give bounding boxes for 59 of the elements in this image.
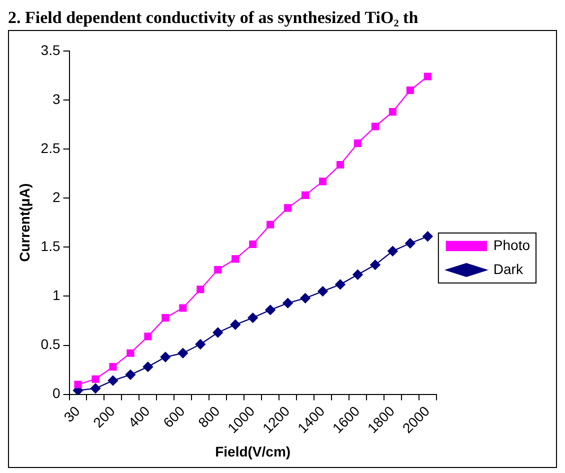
point xyxy=(354,139,362,147)
point xyxy=(212,327,223,338)
point xyxy=(125,370,136,380)
point xyxy=(422,231,433,242)
point xyxy=(92,375,100,383)
point xyxy=(284,204,292,212)
point xyxy=(214,266,222,274)
point xyxy=(178,348,188,358)
y-tick-label: 2 xyxy=(52,188,60,205)
point xyxy=(162,314,170,322)
x-tick-label: 600 xyxy=(160,402,188,431)
point xyxy=(335,279,346,290)
legend-label: Photo xyxy=(493,236,530,253)
x-tick-label: 400 xyxy=(124,402,153,431)
point xyxy=(74,380,82,388)
chart-title: 2. Field dependent conductivity of as synthesized TiO₂ th xyxy=(8,8,420,29)
point xyxy=(126,349,134,357)
x-tick-label: 30 xyxy=(60,402,83,426)
point xyxy=(318,286,328,296)
y-tick-label: 0.5 xyxy=(40,336,60,352)
x-axis-title: Field(V/cm) xyxy=(215,443,291,460)
x-tick-label: 200 xyxy=(90,402,118,431)
y-axis-title: Current(μA) xyxy=(16,183,32,262)
point xyxy=(232,255,240,263)
y-tick-label: 3.5 xyxy=(40,42,60,58)
point xyxy=(249,240,257,248)
point xyxy=(196,286,204,294)
point xyxy=(318,178,327,186)
point xyxy=(336,160,344,169)
point xyxy=(90,383,101,394)
point xyxy=(160,352,171,362)
point xyxy=(424,72,432,80)
point xyxy=(109,363,117,371)
point xyxy=(370,260,380,270)
point xyxy=(144,332,152,340)
point xyxy=(108,375,118,386)
point xyxy=(406,86,414,94)
point xyxy=(300,293,310,304)
point xyxy=(248,312,258,323)
y-tick-label: 2.5 xyxy=(40,140,60,156)
point xyxy=(352,270,363,280)
y-tick-label: 0 xyxy=(52,385,60,402)
point xyxy=(195,339,206,350)
y-tick-label: 3 xyxy=(52,90,60,107)
x-tick-label: 800 xyxy=(194,402,223,431)
y-tick-label: 1.5 xyxy=(40,238,60,254)
point xyxy=(179,304,187,312)
point xyxy=(265,304,276,316)
point xyxy=(282,298,293,308)
point xyxy=(302,191,310,199)
point xyxy=(388,108,396,116)
point xyxy=(388,246,398,256)
point xyxy=(405,238,416,248)
point xyxy=(142,362,154,372)
point xyxy=(266,220,274,228)
point xyxy=(371,122,380,130)
legend-label: Dark xyxy=(493,260,524,277)
y-tick-label: 1 xyxy=(52,287,60,304)
point xyxy=(230,320,240,330)
